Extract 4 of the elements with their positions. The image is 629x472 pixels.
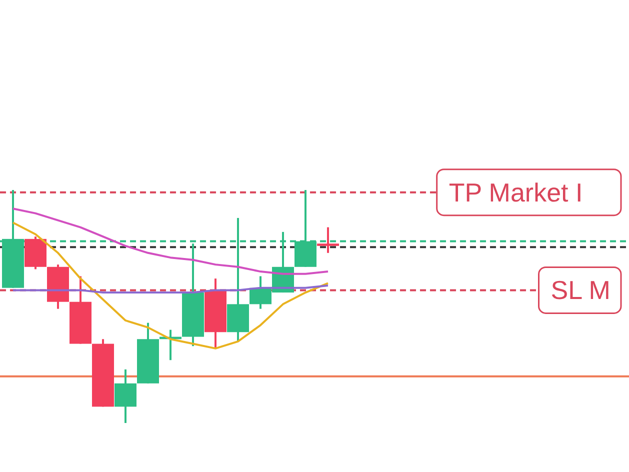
ref-line-label: TP Market I [448,177,583,208]
ref-line-label: SL M [550,275,610,306]
candlestick [317,226,339,254]
candlestick [114,368,136,424]
